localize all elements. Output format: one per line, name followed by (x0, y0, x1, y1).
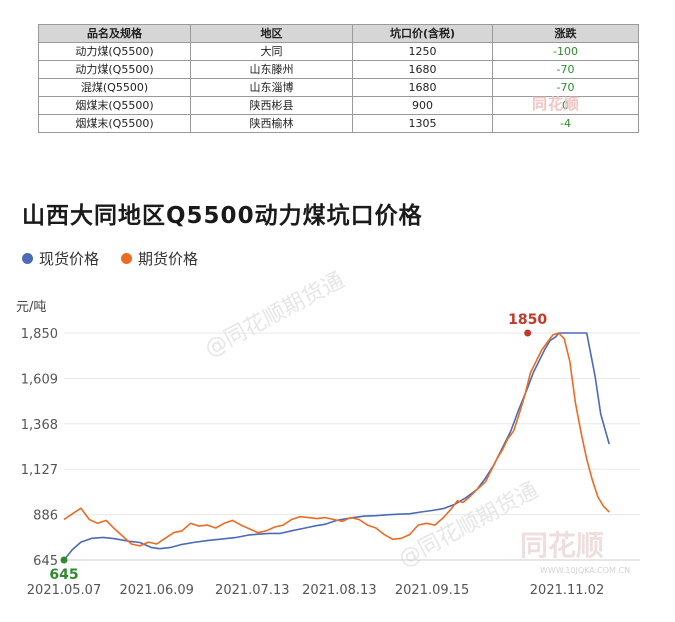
x-tick-label: 2021.09.15 (395, 583, 469, 598)
y-tick-label: 886 (33, 509, 58, 524)
brand-watermark-url: WWW.10JQKA.COM.CN (540, 566, 630, 575)
x-tick-label: 2021.08.13 (302, 583, 376, 598)
annotation-label: 1850 (508, 312, 547, 328)
header-region: 地区 (190, 24, 353, 43)
header-price: 坑口价(含税) (352, 24, 493, 43)
annotation-point (524, 329, 532, 337)
series-line-futures (63, 332, 610, 547)
x-tick-label: 2021.05.07 (27, 583, 101, 598)
cell-price: 1305 (352, 114, 493, 133)
x-tick-label: 2021.06.09 (120, 583, 194, 598)
legend-item-futures[interactable]: 期货价格 (121, 248, 198, 269)
brand-watermark: 同花顺 (520, 529, 604, 562)
annotation-label: 645 (49, 567, 78, 583)
legend-label-spot: 现货价格 (39, 250, 100, 268)
legend-marker-futures (121, 253, 133, 264)
cell-region: 陕西榆林 (190, 114, 353, 133)
x-tick-label: 2021.07.13 (215, 583, 289, 598)
legend-marker-spot (22, 253, 33, 264)
y-tick-label: 1,368 (21, 418, 58, 433)
table-row: 烟煤末(Q5500) 陕西彬县 900 0 (38, 96, 639, 115)
y-axis-unit: 元/吨 (16, 300, 47, 315)
legend-item-spot[interactable]: 现货价格 (22, 248, 99, 269)
price-table: 品名及规格 地区 坑口价(含税) 涨跌 动力煤(Q5500) 大同 1250 -… (38, 24, 639, 133)
legend-label-futures: 期货价格 (138, 250, 199, 268)
cell-change: -4 (492, 114, 639, 133)
cell-price: 1250 (352, 42, 493, 61)
table-brand-watermark: 同花顺 (532, 95, 581, 113)
cell-product: 烟煤末(Q5500) (38, 114, 191, 133)
table-row: 动力煤(Q5500) 大同 1250 -100 (38, 42, 639, 61)
header-product: 品名及规格 (38, 24, 191, 43)
y-tick-label: 1,609 (21, 372, 58, 387)
table-header-row: 品名及规格 地区 坑口价(含税) 涨跌 (38, 24, 639, 43)
chart-title: 山西大同地区Q5500动力煤坑口价格 (22, 203, 423, 229)
y-tick-label: 1,850 (21, 327, 58, 342)
annotation-point (60, 556, 68, 564)
y-tick-label: 1,127 (21, 463, 58, 478)
series-line-spot (63, 332, 610, 561)
table-row: 烟煤末(Q5500) 陕西榆林 1305 -4 (38, 114, 639, 133)
x-tick-label: 2021.11.02 (530, 583, 604, 598)
y-tick-label: 645 (33, 554, 58, 569)
cell-price: 900 (352, 96, 493, 115)
chart-legend: 现货价格 期货价格 (22, 248, 198, 269)
